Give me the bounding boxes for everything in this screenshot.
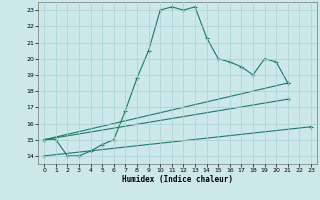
X-axis label: Humidex (Indice chaleur): Humidex (Indice chaleur) <box>122 175 233 184</box>
